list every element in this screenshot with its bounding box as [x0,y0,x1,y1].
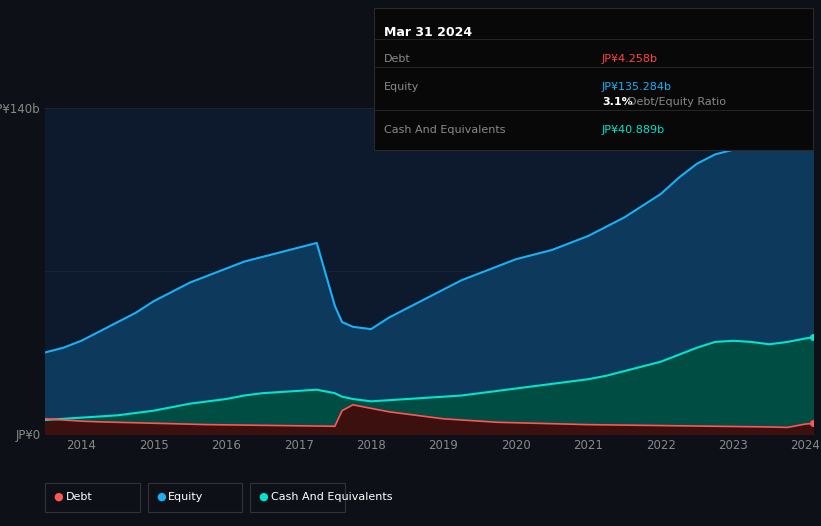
Text: ●: ● [53,492,63,502]
Text: Equity: Equity [168,492,204,502]
Text: JP¥40.889b: JP¥40.889b [602,125,665,135]
Text: JP¥135.284b: JP¥135.284b [602,82,672,92]
Text: Debt/Equity Ratio: Debt/Equity Ratio [628,97,727,107]
Text: ●: ● [156,492,166,502]
Text: Debt: Debt [66,492,93,502]
Text: Cash And Equivalents: Cash And Equivalents [384,125,506,135]
Text: ●: ● [259,492,268,502]
Text: Cash And Equivalents: Cash And Equivalents [271,492,392,502]
Text: 3.1%: 3.1% [602,97,633,107]
Text: Mar 31 2024: Mar 31 2024 [384,26,472,39]
Text: Debt: Debt [384,54,411,64]
Text: JP¥4.258b: JP¥4.258b [602,54,658,64]
Text: Equity: Equity [384,82,420,92]
